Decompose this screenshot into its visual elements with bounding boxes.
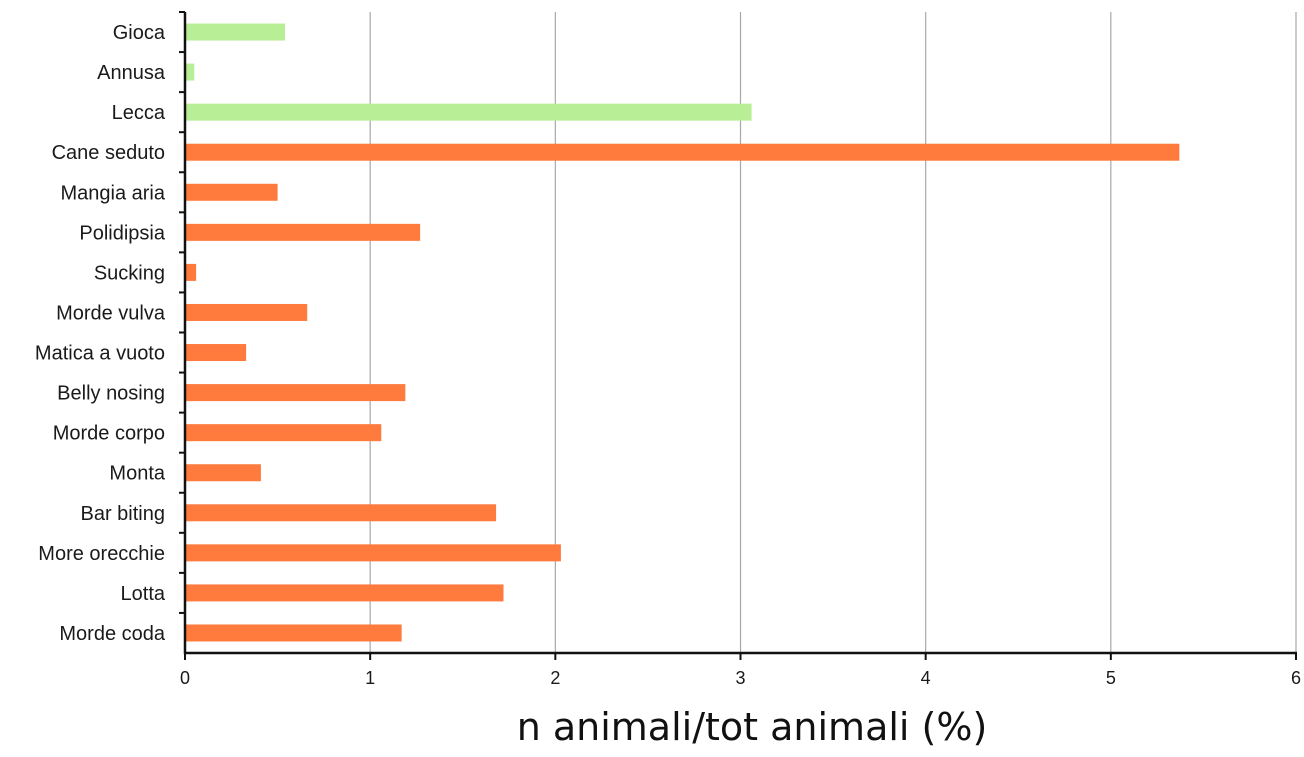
- bar-cane-seduto: [186, 143, 1180, 161]
- bar-lecca: [186, 103, 752, 121]
- category-label-matica-a-vuoto: Matica a vuoto: [35, 343, 165, 365]
- x-tick-label-1: 1: [365, 668, 375, 688]
- x-tick-label-4: 4: [921, 668, 931, 688]
- bar-sucking: [186, 263, 197, 281]
- bar-polidipsia: [186, 223, 421, 241]
- category-label-annusa: Annusa: [97, 62, 166, 84]
- category-label-morde-corpo: Morde corpo: [53, 423, 165, 445]
- category-label-lotta: Lotta: [121, 583, 166, 605]
- bar-more-orecchie: [186, 544, 561, 562]
- category-label-bar-biting: Bar biting: [81, 503, 166, 525]
- category-labels: Gioca Annusa Lecca Cane seduto Mangia aria Po…: [35, 22, 166, 645]
- bar-morde-vulva: [186, 303, 308, 321]
- bar-annusa: [186, 63, 195, 81]
- category-label-mangia-aria: Mangia aria: [60, 182, 165, 204]
- bars: [186, 23, 1180, 642]
- category-label-cane-seduto: Cane seduto: [52, 142, 165, 164]
- bar-monta: [186, 464, 261, 482]
- bar-bar-biting: [186, 504, 497, 522]
- category-label-morde-vulva: Morde vulva: [56, 302, 166, 324]
- category-label-belly-nosing: Belly nosing: [57, 383, 165, 405]
- tick-labels: 0 1 2 3 4 5 6: [180, 668, 1301, 688]
- bar-matica-a-vuoto: [186, 344, 247, 362]
- category-label-monta: Monta: [109, 463, 165, 485]
- category-label-polidipsia: Polidipsia: [79, 222, 165, 244]
- category-label-lecca: Lecca: [112, 102, 166, 124]
- x-tick-label-5: 5: [1106, 668, 1116, 688]
- axes: [179, 11, 1297, 660]
- bar-morde-coda: [186, 624, 402, 642]
- category-label-sucking: Sucking: [94, 262, 165, 284]
- category-label-gioca: Gioca: [113, 22, 166, 44]
- x-tick-label-6: 6: [1291, 668, 1301, 688]
- x-tick-label-3: 3: [735, 668, 745, 688]
- bar-gioca: [186, 23, 285, 41]
- bar-morde-corpo: [186, 424, 382, 442]
- x-axis-title: n animali/tot animali (%): [517, 705, 988, 749]
- category-label-morde-coda: Morde coda: [59, 623, 165, 645]
- bar-lotta: [186, 584, 504, 602]
- bar-belly-nosing: [186, 384, 406, 402]
- x-tick-label-0: 0: [180, 668, 190, 688]
- category-label-more-orecchie: More orecchie: [38, 543, 165, 565]
- bar-mangia-aria: [186, 183, 278, 201]
- x-tick-label-2: 2: [550, 668, 560, 688]
